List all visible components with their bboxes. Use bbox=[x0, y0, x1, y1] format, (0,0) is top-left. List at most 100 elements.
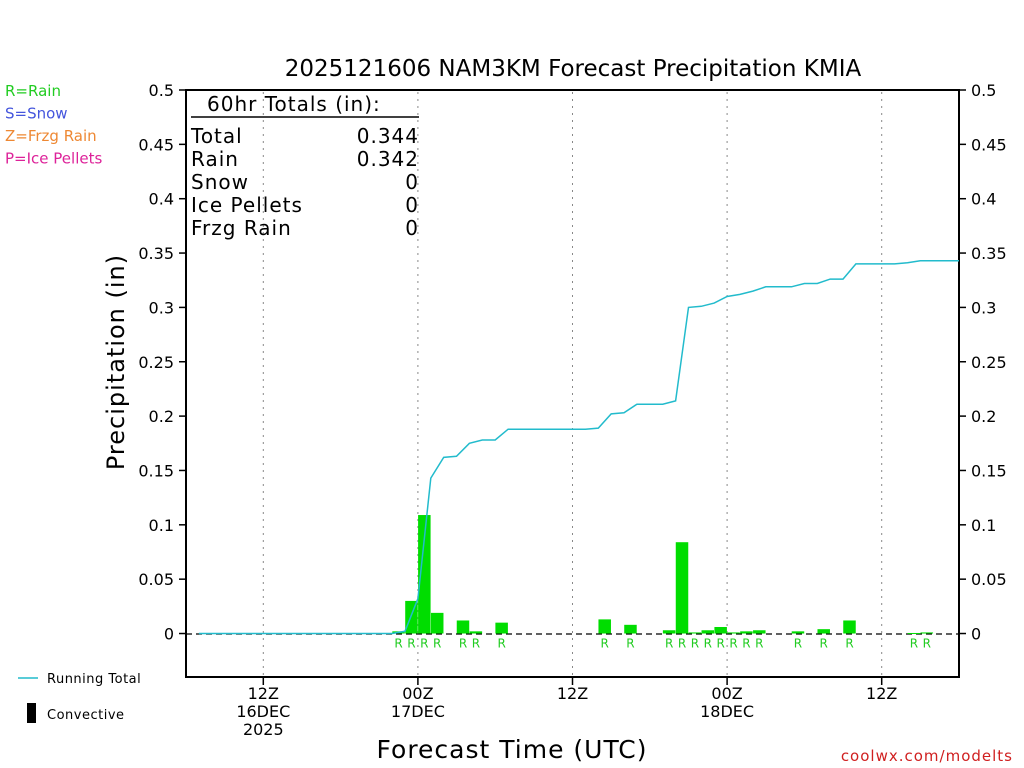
totals-row-label: Frzg Rain bbox=[191, 216, 292, 240]
totals-heading: 60hr Totals (in): bbox=[207, 92, 381, 116]
precip-type-legend: R=Rain S=Snow Z=Frzg Rain P=Ice Pellets bbox=[5, 82, 102, 168]
x-tick-label: 12Z bbox=[557, 684, 588, 703]
x-tick-label: 18DEC bbox=[700, 702, 754, 721]
y-tick-label-left: 0 bbox=[164, 625, 174, 644]
x-tick-label: 17DEC bbox=[391, 702, 445, 721]
totals-row-label: Snow bbox=[191, 170, 249, 194]
precip-type-label: R bbox=[459, 637, 467, 651]
precip-type-legend-item: R=Rain bbox=[5, 82, 61, 100]
y-tick-label-right: 0.2 bbox=[971, 407, 996, 426]
precip-type-label: R bbox=[794, 637, 802, 651]
precip-bar bbox=[495, 622, 508, 634]
precip-type-label: R bbox=[626, 637, 634, 651]
precip-bar bbox=[688, 632, 702, 634]
watermark: coolwx.com/modelts bbox=[841, 747, 1013, 765]
precip-bar bbox=[624, 624, 637, 634]
precip-bar bbox=[701, 630, 715, 634]
precip-type-label: R bbox=[742, 637, 750, 651]
y-tick-label-right: 0.35 bbox=[971, 244, 1007, 263]
precip-type-label: R bbox=[601, 637, 609, 651]
plot-frame bbox=[185, 89, 960, 678]
totals-row-value: 0.344 bbox=[357, 124, 419, 148]
precip-type-label: R bbox=[420, 637, 428, 651]
y-tick-label-left: 0.5 bbox=[149, 81, 174, 100]
precip-bar bbox=[727, 632, 740, 634]
precip-type-label: R bbox=[472, 637, 480, 651]
x-tick-label: 00Z bbox=[402, 684, 433, 703]
totals-box: 60hr Totals (in): Total 0.344 Rain 0.342 Snow… bbox=[190, 92, 419, 240]
precip-type-label: R bbox=[729, 637, 737, 651]
precip-bar bbox=[430, 612, 444, 634]
totals-row-value: 0 bbox=[405, 193, 419, 217]
y-tick-label-right: 0.25 bbox=[971, 353, 1007, 372]
precip-type-label: R bbox=[716, 637, 724, 651]
y-axis-left: 0.5 0.45 0.4 0.35 0.3 0.25 0.2 0.15 0.1 0.05 0 bbox=[138, 81, 186, 644]
y-tick-label-left: 0.05 bbox=[138, 570, 174, 589]
y-tick-label-right: 0.1 bbox=[971, 516, 996, 535]
y-tick-label-left: 0.35 bbox=[138, 244, 174, 263]
precip-type-label: R bbox=[433, 637, 441, 651]
totals-row-label: Ice Pellets bbox=[191, 193, 303, 217]
precip-bar bbox=[675, 542, 689, 634]
totals-row-label: Rain bbox=[191, 147, 239, 171]
y-tick-label-right: 0 bbox=[971, 625, 981, 644]
chart-title: 2025121606 NAM3KM Forecast Precipitation… bbox=[285, 56, 862, 82]
totals-row-value: 0 bbox=[405, 170, 419, 194]
precip-type-label: R bbox=[845, 637, 853, 651]
x-tick-label: 00Z bbox=[711, 684, 742, 703]
running-total-line bbox=[198, 259, 959, 635]
y-tick-label-left: 0.3 bbox=[149, 298, 174, 317]
precip-type-label: R bbox=[704, 637, 712, 651]
precip-type-legend-item: Z=Frzg Rain bbox=[5, 127, 97, 145]
precip-bar bbox=[791, 631, 805, 634]
precip-bar bbox=[740, 631, 753, 634]
x-tick-label: 16DEC bbox=[236, 702, 290, 721]
totals-row-value: 0.342 bbox=[357, 147, 419, 171]
precip-bar bbox=[456, 620, 470, 634]
precip-type-legend-item: S=Snow bbox=[5, 105, 68, 123]
precip-bar bbox=[418, 515, 431, 634]
y-tick-label-right: 0.3 bbox=[971, 298, 996, 317]
convective-swatch bbox=[27, 703, 36, 723]
x-axis-label: Forecast Time (UTC) bbox=[377, 735, 648, 764]
vertical-gridlines bbox=[262, 92, 883, 675]
precip-type-label: R bbox=[394, 637, 402, 651]
precip-type-label: R bbox=[497, 637, 505, 651]
y-tick-label-left: 0.4 bbox=[149, 190, 174, 209]
precip-bar bbox=[817, 629, 830, 634]
precip-bar bbox=[753, 630, 766, 634]
y-tick-label-right: 0.45 bbox=[971, 135, 1007, 154]
precip-bar bbox=[662, 630, 676, 634]
y-tick-label-left: 0.15 bbox=[138, 461, 174, 480]
precip-bar bbox=[907, 632, 921, 634]
precip-bars bbox=[392, 515, 934, 634]
running-total-legend-label: Running Total bbox=[47, 672, 141, 687]
precip-type-label: R bbox=[820, 637, 828, 651]
totals-row-value: 0 bbox=[405, 216, 419, 240]
precip-type-label: R bbox=[678, 637, 686, 651]
y-tick-label-left: 0.25 bbox=[138, 353, 174, 372]
x-tick-label: 2025 bbox=[243, 720, 284, 739]
line-legend: Running Total Convective bbox=[18, 672, 141, 723]
y-tick-label-right: 0.05 bbox=[971, 570, 1007, 589]
y-tick-label-left: 0.2 bbox=[149, 407, 174, 426]
precip-type-label: R bbox=[755, 637, 763, 651]
precip-bar bbox=[843, 620, 856, 634]
precip-bar bbox=[920, 632, 934, 634]
precip-bar bbox=[714, 626, 727, 634]
y-tick-label-right: 0.5 bbox=[971, 81, 996, 100]
totals-row-label: Total bbox=[190, 124, 243, 148]
precip-bar bbox=[598, 619, 611, 634]
convective-legend-label: Convective bbox=[47, 708, 125, 723]
precip-type-label: R bbox=[665, 637, 673, 651]
x-tick-label: 12Z bbox=[248, 684, 279, 703]
precip-type-label: R bbox=[923, 637, 931, 651]
precip-bar bbox=[469, 631, 483, 634]
precip-type-legend-item: P=Ice Pellets bbox=[5, 150, 102, 168]
y-tick-label-right: 0.15 bbox=[971, 461, 1007, 480]
y-tick-label-left: 0.45 bbox=[138, 135, 174, 154]
y-axis-label: Precipitation (in) bbox=[102, 254, 130, 470]
